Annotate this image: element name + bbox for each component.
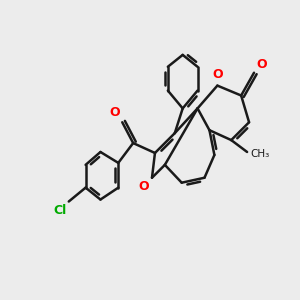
Text: O: O: [212, 68, 223, 81]
Text: CH₃: CH₃: [250, 149, 269, 159]
Text: O: O: [256, 58, 267, 71]
Text: O: O: [110, 106, 120, 119]
Text: O: O: [138, 180, 149, 193]
Text: Cl: Cl: [53, 205, 67, 218]
